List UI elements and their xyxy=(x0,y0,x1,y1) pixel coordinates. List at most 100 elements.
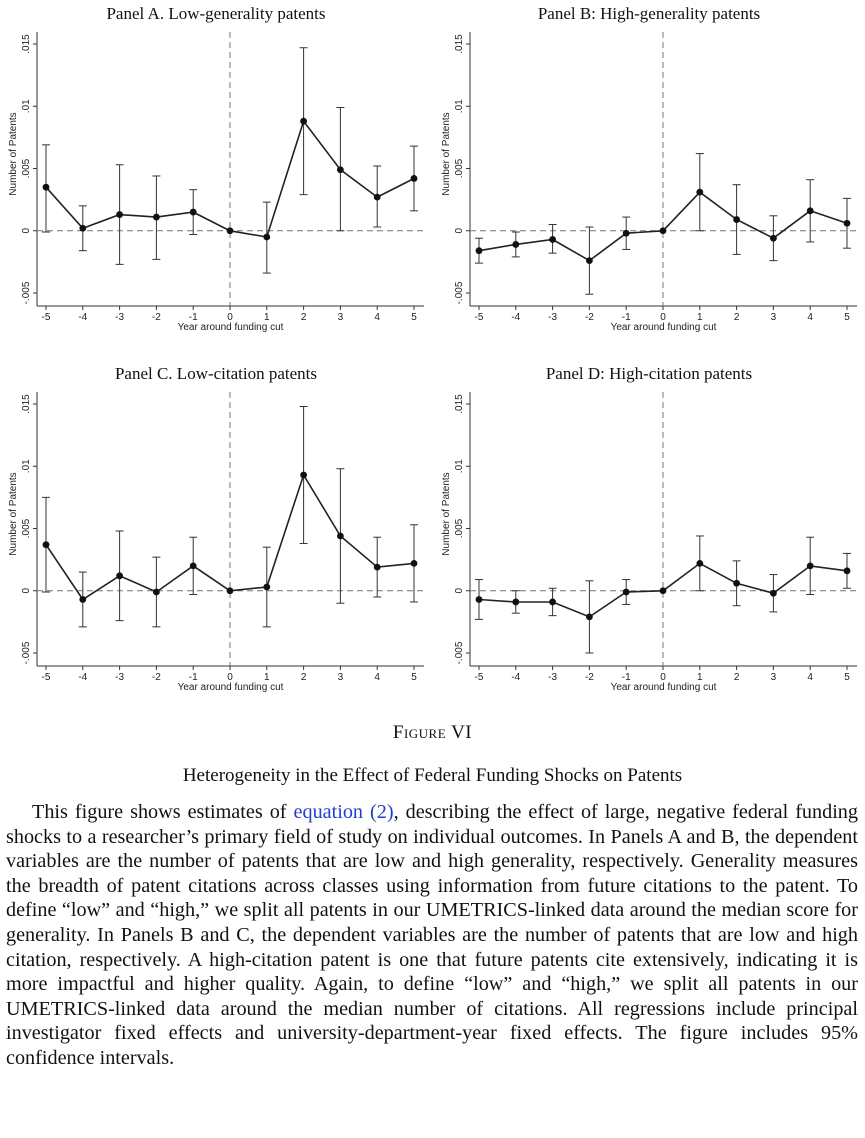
x-tick-label: 2 xyxy=(301,312,307,323)
chart-title: Panel C. Low-citation patents xyxy=(114,364,318,383)
x-tick-label: 0 xyxy=(227,672,233,683)
x-tick-label: -3 xyxy=(115,312,124,323)
x-tick-label: -2 xyxy=(585,672,594,683)
x-tick-label: -5 xyxy=(42,312,51,323)
data-point xyxy=(79,224,87,232)
y-axis-label: Number of Patents xyxy=(8,472,19,555)
data-point xyxy=(153,213,160,221)
x-tick-label: 3 xyxy=(771,672,777,683)
series-line xyxy=(45,119,415,238)
plot-area: -.005 0 .005 .01 .015 -5 -4 -3 -2 -1 0 1 2 3 4 5 Year ar… xyxy=(8,32,424,333)
x-axis-label: Year around funding cut xyxy=(178,322,284,333)
x-tick-label: 3 xyxy=(771,312,777,323)
caption-text-start: This figure shows estimates of xyxy=(32,801,294,823)
data-point xyxy=(116,572,123,580)
data-point xyxy=(189,562,197,570)
x-tick-label: 4 xyxy=(374,312,380,323)
chart-panel-c: Panel C. Low-citation patents -.005 0 .005… xyxy=(0,360,432,700)
data-point xyxy=(696,559,704,567)
x-tick-label: 1 xyxy=(264,312,270,323)
data-point xyxy=(300,471,307,479)
x-tick-label: -4 xyxy=(78,672,87,683)
x-tick-label: 4 xyxy=(807,672,813,683)
data-point xyxy=(843,219,851,227)
data-point xyxy=(116,211,123,218)
data-point xyxy=(659,227,667,235)
y-tick-label: .01 xyxy=(454,459,465,473)
data-point xyxy=(42,541,50,549)
equation-link[interactable]: equation (2) xyxy=(293,801,394,823)
y-tick-label: 0 xyxy=(454,588,465,594)
x-tick-label: 1 xyxy=(697,312,703,323)
x-tick-label: -4 xyxy=(78,312,87,323)
x-tick-label: 4 xyxy=(807,312,813,323)
data-point xyxy=(475,596,483,603)
y-tick-label: 0 xyxy=(21,588,32,594)
y-axis-label: Number of Patents xyxy=(8,112,19,195)
figure-label: Figure VI xyxy=(392,722,473,743)
x-tick-label: 0 xyxy=(660,312,666,323)
x-tick-label: -2 xyxy=(152,312,161,323)
data-point xyxy=(770,589,777,597)
caption-text-rest: , describing the effect of large, negati… xyxy=(6,801,858,1069)
figure-caption: This figure shows estimates of equation … xyxy=(6,800,858,1071)
x-tick-label: 5 xyxy=(411,672,417,683)
x-tick-label: 1 xyxy=(697,672,703,683)
data-point xyxy=(226,587,234,595)
y-tick-label: .005 xyxy=(454,518,465,538)
y-tick-label: -.005 xyxy=(21,281,32,304)
data-point xyxy=(226,227,234,235)
plot-area: -.005 0 .005 .01 .015 -5 -4 -3 -2 -1 0 1 2 3 4 5 Year ar… xyxy=(441,32,857,333)
y-tick-label: .005 xyxy=(21,518,32,538)
x-tick-label: 0 xyxy=(227,312,233,323)
x-axis-label: Year around funding cut xyxy=(178,682,284,693)
x-tick-label: 2 xyxy=(734,672,740,683)
data-point xyxy=(733,216,740,223)
data-point xyxy=(79,596,87,603)
data-point xyxy=(263,233,271,241)
y-axis-label: Number of Patents xyxy=(441,112,452,195)
data-point xyxy=(475,247,483,255)
y-tick-label: .01 xyxy=(454,99,465,113)
data-point xyxy=(622,588,630,596)
data-point xyxy=(189,208,197,216)
x-tick-label: -5 xyxy=(42,672,51,683)
y-tick-label: .015 xyxy=(454,394,465,414)
data-point xyxy=(696,188,704,196)
x-axis-label: Year around funding cut xyxy=(611,322,717,333)
x-tick-label: 5 xyxy=(844,312,850,323)
y-axis-label: Number of Patents xyxy=(441,472,452,555)
chart-panel-d: Panel D: High-citation patents -.005 0 .00… xyxy=(433,360,865,700)
y-tick-label: .01 xyxy=(21,459,32,473)
x-tick-label: -5 xyxy=(475,312,484,323)
x-tick-label: 2 xyxy=(734,312,740,323)
x-tick-label: 4 xyxy=(374,672,380,683)
data-point xyxy=(549,236,556,243)
data-point xyxy=(337,532,344,540)
y-tick-label: -.005 xyxy=(454,641,465,664)
y-tick-label: .005 xyxy=(454,158,465,178)
data-point xyxy=(42,183,50,191)
data-point xyxy=(373,193,381,201)
x-tick-label: 0 xyxy=(660,672,666,683)
y-tick-label: .015 xyxy=(21,34,32,54)
y-tick-label: .005 xyxy=(21,158,32,178)
data-point xyxy=(659,587,667,595)
chart-title: Panel D: High-citation patents xyxy=(545,364,753,383)
y-tick-label: 0 xyxy=(21,228,32,234)
x-tick-label: -3 xyxy=(115,672,124,683)
x-tick-label: -1 xyxy=(189,312,198,323)
data-point xyxy=(263,583,271,591)
figure-title: Heterogeneity in the Effect of Federal F… xyxy=(182,765,683,786)
chart-title: Panel A. Low-generality patents xyxy=(106,4,326,23)
x-tick-label: -2 xyxy=(152,672,161,683)
plot-area: -.005 0 .005 .01 .015 -5 -4 -3 -2 -1 0 1 2 3 4 5 Year ar… xyxy=(441,392,857,693)
data-point xyxy=(622,229,630,237)
data-point xyxy=(410,175,418,182)
chart-panel-b: Panel B: High-generality patents -.005 0.… xyxy=(433,0,865,340)
data-point xyxy=(512,598,520,606)
data-point xyxy=(843,567,851,575)
data-point xyxy=(549,598,556,606)
chart-panel-a: Panel A. Low-generality patents -.005 0 .0… xyxy=(0,0,432,340)
data-point xyxy=(586,613,593,621)
